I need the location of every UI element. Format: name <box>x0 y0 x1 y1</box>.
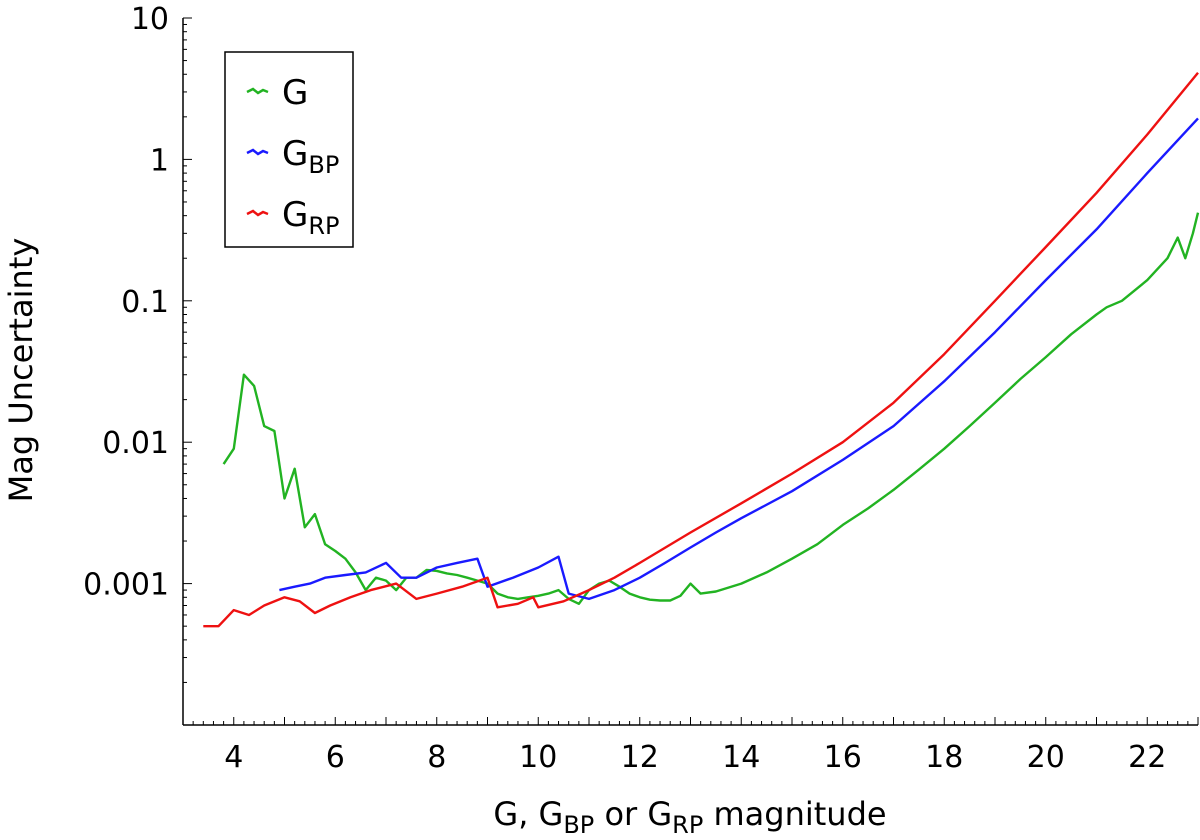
legend-label: G <box>282 73 308 113</box>
y-tick-label: 1 <box>150 143 169 178</box>
legend-box <box>224 51 354 248</box>
legend-label: GRP <box>282 195 340 240</box>
series-line-g <box>222 212 1200 605</box>
y-tick-label: 0.1 <box>121 285 169 320</box>
x-tick-label: 22 <box>1128 740 1166 775</box>
legend-label: GBP <box>282 134 339 179</box>
x-tick-label: 18 <box>925 740 963 775</box>
axes: 4 6 8 10 12 14 16 18 20 22 0.001 0.01 0.1 1 10 <box>83 2 1199 775</box>
x-axis-title-sub1: BP <box>563 811 594 839</box>
x-axis-title-part2: or G <box>594 795 672 833</box>
x-axis-title: G, GBP or GRP magnitude <box>493 795 886 839</box>
series-line-g-rp <box>203 72 1199 628</box>
x-axis-title-part3: magnitude <box>703 795 886 833</box>
y-tick-label: 0.001 <box>83 568 169 603</box>
x-axis-title-part1: G, G <box>493 795 563 833</box>
x-tick-label: 14 <box>722 740 760 775</box>
x-tick-label: 6 <box>326 740 345 775</box>
legend-swatch <box>246 87 269 95</box>
x-tick-label: 8 <box>427 740 446 775</box>
series-group <box>203 72 1200 628</box>
y-axis-title: Mag Uncertainty <box>2 238 40 503</box>
y-tick-label: 10 <box>131 2 169 37</box>
legend: G GBP GRP <box>224 51 354 248</box>
x-tick-label: 20 <box>1027 740 1065 775</box>
x-tick-label: 16 <box>824 740 862 775</box>
x-tick-label: 10 <box>519 740 557 775</box>
series-line-g-bp <box>279 117 1199 601</box>
legend-swatch <box>246 148 269 156</box>
y-tick-label: 0.01 <box>102 426 169 461</box>
x-tick-label: 12 <box>621 740 659 775</box>
legend-swatch <box>246 209 269 217</box>
x-tick-label: 4 <box>224 740 243 775</box>
x-axis-title-sub2: RP <box>672 811 703 839</box>
